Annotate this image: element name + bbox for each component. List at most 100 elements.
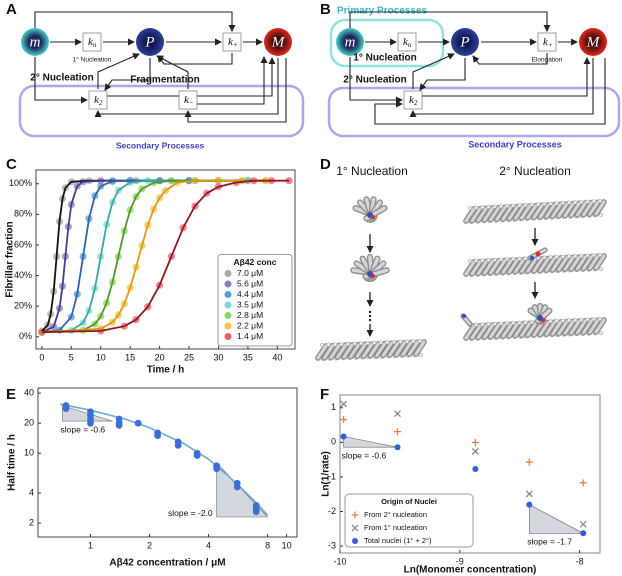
data-point <box>394 410 401 418</box>
x-tick-label: 0 <box>39 352 44 362</box>
bead <box>548 201 553 206</box>
peptide <box>323 344 335 360</box>
bead <box>523 202 528 208</box>
process-label: 1° Nucleation <box>73 56 112 64</box>
bead <box>498 321 504 326</box>
peptide <box>514 204 526 220</box>
peptide <box>507 205 519 221</box>
atom <box>540 317 546 323</box>
bead <box>372 340 377 345</box>
bead <box>480 205 485 210</box>
peptide <box>532 257 544 273</box>
peptide <box>563 255 575 271</box>
species-node <box>336 28 364 56</box>
y-tick-label: 40% <box>14 270 32 280</box>
rate-constant: kn <box>403 36 412 49</box>
bead <box>566 318 572 323</box>
process-title: Secondary Processes <box>468 139 562 149</box>
bead <box>554 201 559 206</box>
bead <box>591 199 596 204</box>
bead <box>511 203 516 208</box>
legend-label: 7.0 μM <box>237 268 263 278</box>
rate-box <box>178 90 198 110</box>
data-point <box>579 479 587 487</box>
rate-base: k <box>88 36 94 48</box>
data-point <box>285 177 293 185</box>
peptide <box>563 202 575 218</box>
peptide <box>588 318 600 334</box>
x-tick-label: 25 <box>184 352 194 362</box>
rate-base: k <box>228 36 234 48</box>
peptide <box>514 258 526 274</box>
bead <box>579 317 584 322</box>
bead <box>585 317 590 322</box>
rate-box <box>88 90 108 110</box>
data-point <box>233 483 241 491</box>
legend-label: 2.8 μM <box>237 310 263 320</box>
data-point <box>525 458 533 466</box>
peptide <box>464 324 476 340</box>
peptide <box>476 206 488 222</box>
atom <box>370 273 376 279</box>
data-point <box>174 441 182 449</box>
ellipsis-dot <box>368 314 372 318</box>
bead <box>573 318 578 323</box>
bead <box>529 320 534 325</box>
bead <box>579 253 584 258</box>
bead <box>486 204 491 210</box>
peptide <box>401 341 413 357</box>
peptide <box>407 340 419 356</box>
peptide <box>569 255 581 271</box>
species-node <box>579 28 607 56</box>
bead <box>554 254 559 260</box>
species-label: m <box>345 34 356 50</box>
bead <box>511 320 516 326</box>
reaction-arrow <box>349 11 551 32</box>
legend-title: Origin of Nuclei <box>381 497 437 506</box>
peptide <box>375 342 387 358</box>
y-tick-label: 1 <box>331 402 336 412</box>
bead <box>597 316 603 322</box>
atom <box>535 251 541 257</box>
reaction-arrow <box>422 57 591 97</box>
species-node <box>451 28 479 56</box>
bead <box>411 339 416 344</box>
slope-triangle <box>343 436 398 448</box>
legend-label: 1.4 μM <box>237 331 263 341</box>
peptide <box>394 341 406 357</box>
legend-marker <box>351 511 359 519</box>
bead <box>346 341 351 346</box>
structure-title: 2° Nucleation <box>499 164 571 178</box>
rate-sub: − <box>189 99 194 107</box>
peptide <box>563 319 575 335</box>
peptide <box>507 258 519 274</box>
rate-sub: + <box>233 41 238 49</box>
peptide <box>368 342 380 358</box>
y-tick-label: -2 <box>328 506 336 516</box>
bead <box>598 212 604 218</box>
peptide <box>594 318 606 334</box>
legend-marker <box>352 538 358 544</box>
fit-line <box>41 179 266 334</box>
y-tick-label: -3 <box>328 540 336 550</box>
peptide <box>575 255 587 271</box>
data-point <box>340 416 348 424</box>
bead <box>474 205 479 210</box>
peptide <box>483 259 495 275</box>
data-point <box>579 520 587 528</box>
bead <box>326 342 331 347</box>
legend-marker <box>224 312 232 319</box>
legend-marker <box>224 291 232 298</box>
peptide <box>538 203 550 219</box>
peptide <box>414 340 426 356</box>
peptide <box>470 260 482 276</box>
legend-marker <box>351 524 359 532</box>
bead <box>352 341 357 346</box>
x-tick-label: 40 <box>272 352 282 362</box>
peptide <box>501 258 513 274</box>
peptide <box>388 341 400 357</box>
legend-marker <box>224 322 232 330</box>
reaction-arrow <box>97 53 140 89</box>
reaction-arrow <box>472 53 548 65</box>
